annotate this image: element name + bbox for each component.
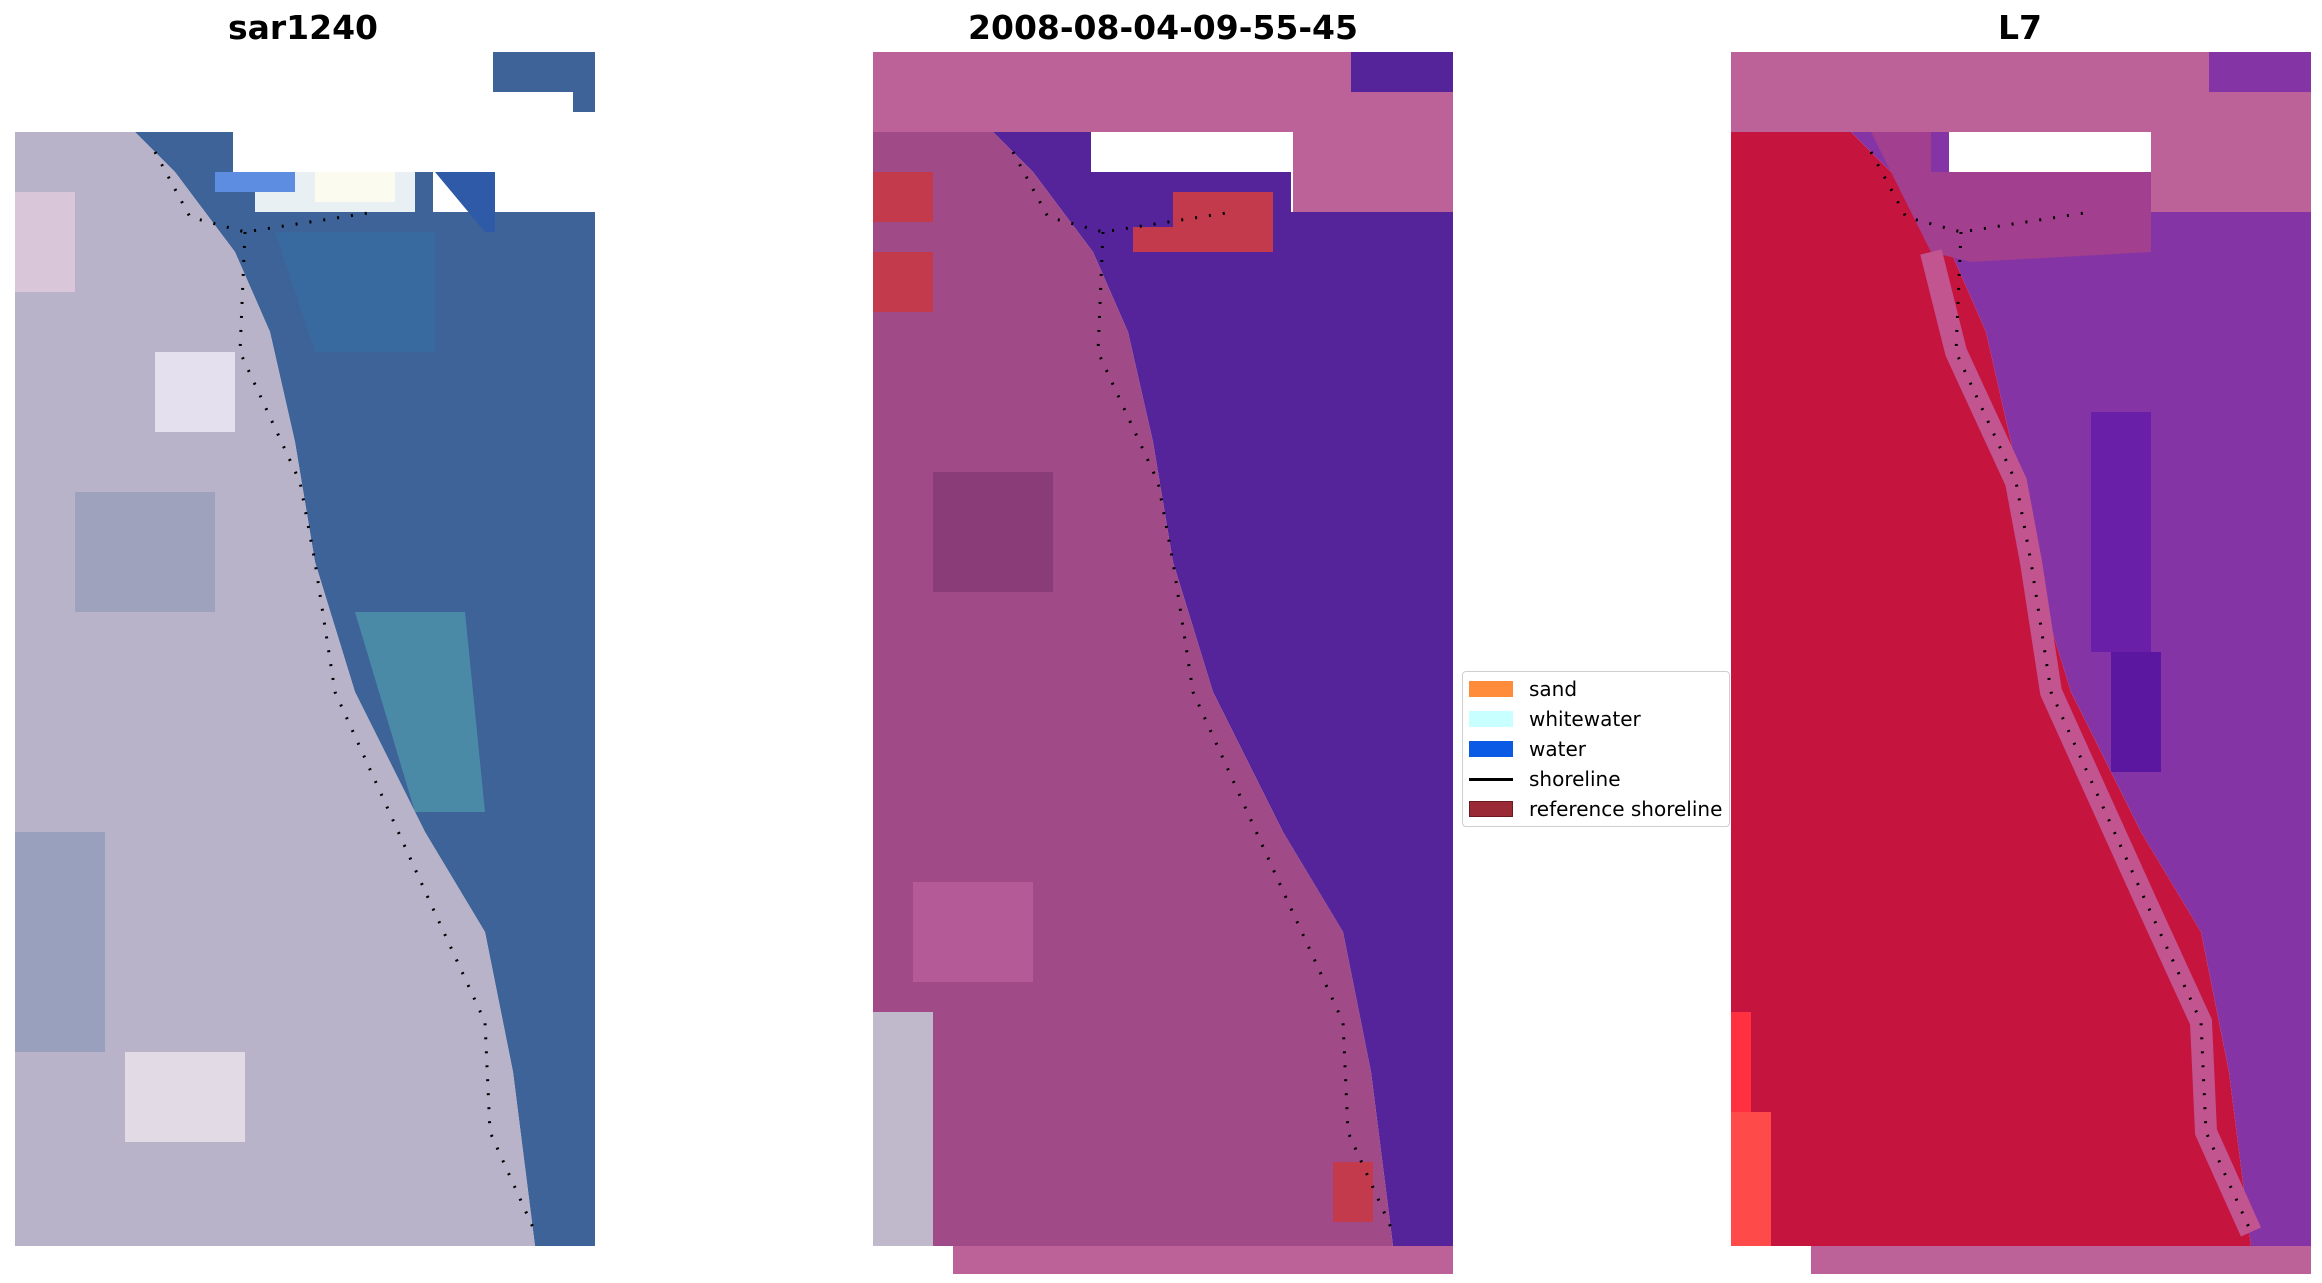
index-sea: [1851, 132, 2311, 1246]
index-land: [1731, 132, 2251, 1246]
rgb-shoreline: [153, 151, 537, 1233]
legend: sand whitewater water shoreline referenc…: [1462, 671, 1730, 827]
legend-swatch-water: [1469, 741, 1513, 757]
panel-title-mndwi: L7: [1998, 8, 2042, 47]
legend-swatch-reference-shoreline: [1469, 801, 1513, 817]
legend-label-whitewater: whitewater: [1529, 707, 1641, 731]
rgb-image: [15, 52, 595, 1246]
rgb-whitewater: [215, 172, 415, 212]
index-shoreline: [1869, 151, 2253, 1233]
rgb-sea: [135, 52, 595, 1246]
legend-label-shoreline: shoreline: [1529, 767, 1621, 791]
legend-label-reference-shoreline: reference shoreline: [1529, 797, 1723, 821]
classified-image-panel: [873, 52, 1453, 1274]
class-bottom-overlay: [953, 1246, 1453, 1274]
index-image: [1731, 52, 2311, 1274]
class-land: [873, 132, 1393, 1246]
panel-title-rgb: sar1240: [227, 8, 379, 47]
legend-swatch-sand: [1469, 681, 1513, 697]
class-sea: [993, 132, 1453, 1246]
class-reference-shoreline-patches: [873, 172, 1373, 1222]
index-image-panel: [1731, 52, 2311, 1274]
index-bottom-overlay: [1811, 1246, 2311, 1274]
legend-item-water: water: [1469, 736, 1586, 762]
legend-item-shoreline: shoreline: [1469, 766, 1621, 792]
classified-shoreline: [1011, 151, 1395, 1233]
legend-label-water: water: [1529, 737, 1586, 761]
panel-title-classified: 2008-08-04-09-55-45: [968, 8, 1358, 47]
legend-label-sand: sand: [1529, 677, 1578, 701]
rgb-land: [15, 132, 535, 1246]
legend-item-whitewater: whitewater: [1469, 706, 1641, 732]
legend-item-reference-shoreline: reference shoreline: [1469, 796, 1722, 822]
classified-image: [873, 52, 1453, 1274]
legend-line-shoreline: [1469, 777, 1513, 781]
legend-item-sand: sand: [1469, 676, 1577, 702]
rgb-image-panel: [15, 52, 595, 1274]
legend-swatch-whitewater: [1469, 711, 1513, 727]
